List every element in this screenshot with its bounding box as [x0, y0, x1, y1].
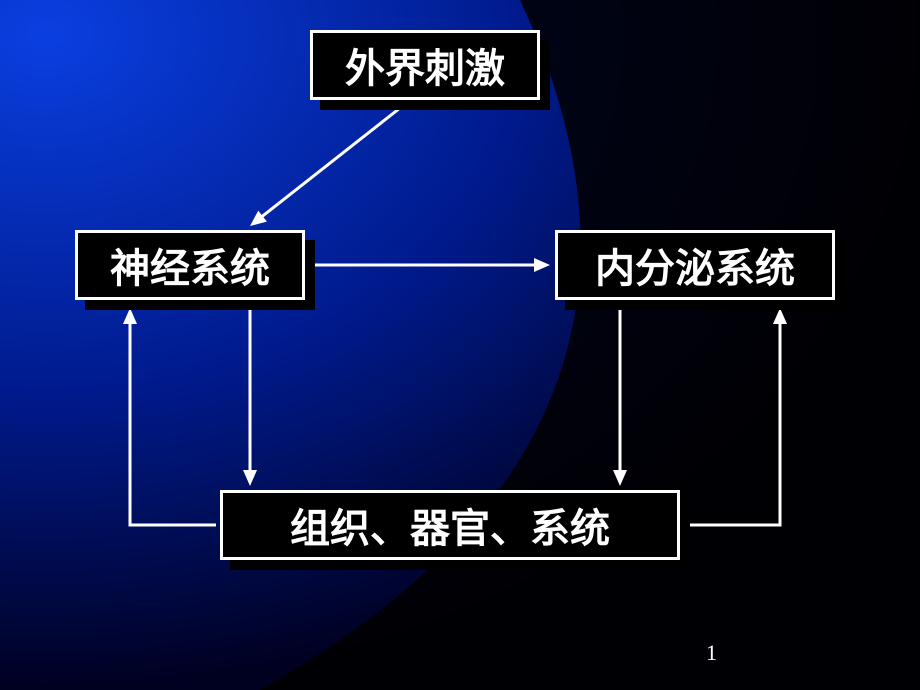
edge-tissue-to-endocrine-elbow: [688, 308, 787, 525]
edge-nervous-down-arrowhead-icon: [243, 470, 257, 486]
edge-stim-to-nervous: [250, 108, 400, 226]
edge-nervous-down: [243, 308, 257, 486]
node-stimulus-label: 外界刺激: [310, 30, 540, 100]
page-number: 1: [706, 640, 717, 666]
edge-endocrine-down-arrowhead-icon: [613, 470, 627, 486]
edge-nervous-to-endocrine-arrowhead-icon: [534, 258, 550, 272]
edge-tissue-to-endocrine-elbow-line: [688, 322, 780, 525]
node-stimulus: 外界刺激: [310, 30, 540, 100]
edge-nervous-to-endocrine: [314, 258, 550, 272]
node-endocrine: 内分泌系统: [555, 230, 835, 300]
edge-tissue-to-nervous-elbow-line: [130, 322, 216, 525]
node-endocrine-label: 内分泌系统: [555, 230, 835, 300]
edge-endocrine-down: [613, 308, 627, 486]
node-nervous: 神经系统: [75, 230, 305, 300]
diagram-stage: 1 外界刺激神经系统 内分泌系统组织、器官、系统: [0, 0, 920, 690]
edge-tissue-to-nervous-elbow-arrowhead-icon: [123, 308, 137, 324]
node-tissue: 组织、器官、系统: [220, 490, 680, 560]
node-tissue-label: 组织、器官、系统: [220, 490, 680, 560]
edge-stim-to-nervous-line: [261, 108, 400, 217]
edge-tissue-to-nervous-elbow: [123, 308, 216, 525]
node-nervous-label: 神经系统: [75, 230, 305, 300]
edge-tissue-to-endocrine-elbow-arrowhead-icon: [773, 308, 787, 324]
